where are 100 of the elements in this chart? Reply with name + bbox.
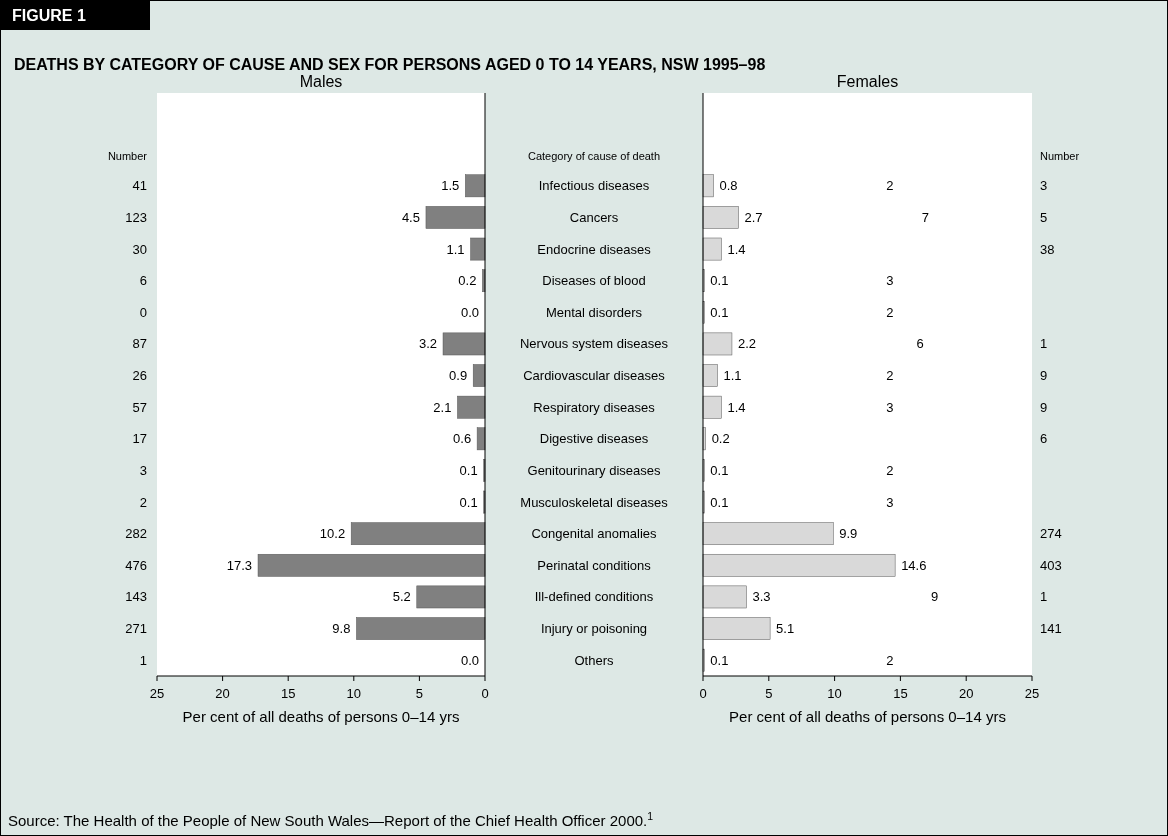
text: Number [1040, 150, 1080, 162]
text: 41 [132, 178, 147, 194]
data-label: 1.4 [727, 399, 746, 415]
x-tick-label: 10 [346, 686, 362, 701]
data-label: 9.9 [839, 526, 858, 542]
y-tick-label: Endocrine diseases [537, 241, 652, 257]
x-tick-label: 25 [149, 686, 165, 701]
x-tick-label: 15 [280, 686, 296, 701]
data-label: 0.1 [710, 273, 729, 289]
data-label: 0.2 [458, 273, 477, 289]
text: 403 [1040, 557, 1062, 573]
data-label: 10.2 [319, 526, 346, 542]
text: DEATHS BY CATEGORY OF CAUSE AND SEX FOR PERSONS AGED 0 TO 14 YEARS, NSW 1995–98 [14, 56, 766, 73]
text: 3 [139, 462, 147, 478]
data-label: 0.1 [459, 462, 478, 478]
annotation: 7 [921, 209, 930, 225]
data-label: 0.1 [710, 494, 729, 510]
annotation: 3 [886, 399, 894, 415]
x-tick-label: 10 [827, 686, 842, 701]
y-tick-label: Genitourinary diseases [527, 462, 661, 478]
data-label: 9.8 [332, 621, 351, 637]
x-axis-title: Per cent of all deaths of persons 0–14 yrs [182, 708, 460, 725]
y-tick-label: Nervous system diseases [519, 336, 669, 352]
y-tick-label: Respiratory diseases [533, 399, 656, 415]
data-label: 3.2 [418, 336, 438, 352]
text: 26 [132, 368, 147, 384]
data-label: 0.8 [719, 178, 738, 194]
y-tick-label: Injury or poisoning [540, 621, 648, 637]
data-label: 14.6 [901, 557, 927, 573]
text: 57 [132, 399, 147, 415]
text: 5 [1040, 209, 1048, 225]
y-tick-label: Musculoskeletal diseases [520, 494, 669, 510]
caption: FIGURE 1 [12, 7, 86, 24]
text: 476 [125, 557, 147, 573]
text: 2 [139, 494, 147, 510]
annotation: 2 [886, 304, 894, 320]
y-tick-label: Cardiovascular diseases [523, 368, 666, 384]
chart-title: Females [836, 73, 899, 90]
y-tick-label: Cancers [569, 209, 619, 225]
data-label: 0.9 [449, 368, 468, 384]
data-label: 17.3 [226, 557, 253, 573]
chart-title: Males [299, 73, 343, 90]
annotation: 2 [886, 462, 894, 478]
annotation: 3 [886, 494, 894, 510]
y-tick-label: Congenital anomalies [531, 526, 658, 542]
data-label: 3.3 [752, 589, 771, 605]
data-label: 5.2 [392, 589, 411, 605]
source-note: Source: The Health of the People of New South Wales—Report of the Chief Health Officer 2000.$^{1}$ [8, 810, 654, 829]
x-tick-label: 15 [893, 686, 908, 701]
y-tick-label: Ill-defined conditions [534, 589, 654, 605]
y-tick-label: Perinatal conditions [537, 557, 652, 573]
text: 9 [1040, 399, 1048, 415]
text: 141 [1040, 621, 1062, 637]
x-tick-label: 5 [765, 686, 773, 701]
data-label: 0.1 [710, 652, 729, 668]
x-tick-label: 25 [1024, 686, 1040, 701]
text: 1 [1040, 589, 1048, 605]
text: 143 [125, 589, 147, 605]
text: 1 [1040, 336, 1048, 352]
data-label: 1.1 [723, 368, 742, 384]
data-label: 5.1 [776, 621, 795, 637]
text: 274 [1040, 526, 1062, 542]
text: 17 [132, 431, 147, 447]
text: 6 [139, 273, 147, 289]
text: 9 [1040, 368, 1048, 384]
x-axis-title: Per cent of all deaths of persons 0–14 yrs [729, 708, 1006, 725]
text: Number [107, 150, 148, 162]
x-tick-label: 20 [958, 686, 974, 701]
data-label: 0.0 [460, 304, 479, 320]
data-label: 4.5 [401, 209, 420, 225]
data-label: 2.7 [744, 209, 763, 225]
annotation: 6 [916, 336, 924, 352]
y-tick-label: Digestive diseases [539, 431, 649, 447]
text: 0 [139, 304, 147, 320]
data-label: 1.4 [727, 241, 746, 257]
text: 271 [125, 621, 147, 637]
annotation: 9 [931, 589, 939, 605]
data-label: 0.1 [710, 304, 729, 320]
text: 1 [139, 652, 147, 668]
y-tick-label: Infectious diseases [538, 178, 650, 194]
x-tick-label: 5 [415, 686, 424, 701]
text: 3 [1040, 178, 1048, 194]
text: 87 [132, 336, 147, 352]
data-label: 2.1 [433, 399, 452, 415]
data-label: 0.6 [453, 431, 472, 447]
data-label: 1.1 [446, 241, 465, 257]
text: 282 [125, 526, 147, 542]
annotation: 3 [886, 273, 894, 289]
data-label: 1.5 [441, 178, 460, 194]
data-label: 0.0 [460, 652, 479, 668]
text: 38 [1040, 241, 1055, 257]
annotation: 2 [886, 178, 894, 194]
x-tick-label: 0 [481, 686, 489, 701]
text: Category of cause of death [527, 150, 661, 162]
data-label: 0.1 [710, 462, 729, 478]
data-label: 0.2 [711, 431, 730, 447]
x-tick-label: 0 [699, 686, 707, 701]
annotation: 2 [886, 652, 894, 668]
annotation: 2 [886, 368, 894, 384]
y-tick-label: Others [574, 652, 614, 668]
